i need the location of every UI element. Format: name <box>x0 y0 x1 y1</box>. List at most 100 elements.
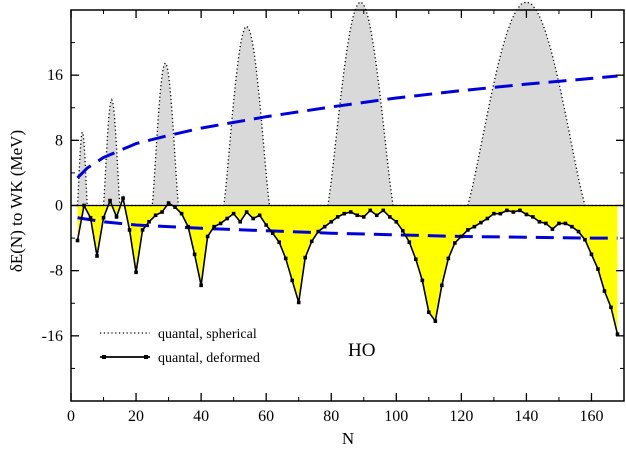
deformed-point <box>225 216 229 221</box>
deformed-point <box>492 211 496 216</box>
deformed-point <box>296 300 301 305</box>
deformed-point <box>537 219 542 224</box>
x-tick-label: 20 <box>128 408 144 425</box>
deformed-point <box>316 229 321 234</box>
deformed-point <box>615 332 620 336</box>
deformed-point <box>563 221 568 226</box>
deformed-point <box>602 289 607 293</box>
y-axis-label: δE(N) to WK (MeV) <box>7 130 26 272</box>
x-tick-label: 60 <box>258 408 274 425</box>
deformed-point <box>433 319 438 323</box>
legend-deformed-marker-1 <box>102 355 106 359</box>
deformed-point <box>264 223 268 227</box>
deformed-point <box>414 257 418 262</box>
deformed-point <box>466 228 470 232</box>
fills <box>77 1 618 335</box>
y-tick-label: 8 <box>55 132 63 149</box>
deformed-point <box>290 278 294 283</box>
deformed-point <box>459 234 464 239</box>
deformed-point <box>270 231 275 235</box>
curves <box>75 1 620 336</box>
deformed-point <box>238 219 242 224</box>
deformed-point <box>160 210 164 214</box>
deformed-point <box>173 205 177 209</box>
x-ticks: 0 20 40 60 80 100 120 140 160 <box>67 10 603 425</box>
deformed-point <box>303 255 308 260</box>
deformed-point <box>374 213 379 218</box>
x-tick-label: 160 <box>579 408 603 425</box>
deformed-point <box>121 196 125 200</box>
deformed-point <box>589 252 594 257</box>
y-ticks: -16 -8 0 8 16 <box>42 42 624 369</box>
deformed-point <box>166 201 171 205</box>
deformed-point <box>361 215 366 219</box>
y-tick-label: 16 <box>47 67 63 84</box>
x-tick-label: 40 <box>193 408 209 425</box>
annotation-ho: HO <box>348 340 375 361</box>
deformed-point <box>153 213 158 218</box>
x-tick-label: 0 <box>67 408 75 425</box>
deformed-point <box>335 215 340 219</box>
deformed-point <box>244 210 249 214</box>
lower-envelope-line <box>77 216 618 240</box>
deformed-point <box>498 211 503 216</box>
deformed-point <box>283 256 288 261</box>
deformed-point <box>88 215 93 220</box>
deformed-point <box>140 228 145 232</box>
deformed-point <box>609 305 613 310</box>
deformed-point <box>134 270 138 275</box>
deformed-point <box>108 198 112 203</box>
deformed-point <box>381 208 386 213</box>
deformed-point <box>218 221 223 226</box>
deformed-point <box>329 219 334 224</box>
x-tick-label: 120 <box>449 408 473 425</box>
deformed-point <box>387 215 392 219</box>
deformed-point <box>407 240 412 244</box>
deformed-point <box>257 213 262 218</box>
deformed-point <box>127 228 132 232</box>
y-tick-label: -16 <box>42 328 63 345</box>
legend-deformed-marker-2 <box>144 355 148 359</box>
deformed-point <box>75 238 80 243</box>
deformed-point <box>420 278 425 283</box>
deformed-point <box>231 211 236 216</box>
deformed-point <box>505 208 509 213</box>
deformed-point <box>348 210 353 214</box>
x-tick-label: 80 <box>323 408 339 425</box>
deformed-point <box>186 224 190 229</box>
deformed-fill <box>77 205 618 335</box>
legend-spherical-label: quantal, spherical <box>158 327 257 342</box>
deformed-point <box>101 215 106 220</box>
deformed-point <box>557 221 561 226</box>
deformed-point <box>368 208 373 213</box>
deformed-point <box>479 220 483 225</box>
deformed-point <box>427 310 431 315</box>
legend-deformed-label: quantal, deformed <box>158 351 260 366</box>
deformed-point <box>570 224 574 229</box>
deformed-point <box>524 212 529 217</box>
deformed-point <box>192 252 197 257</box>
deformed-point <box>472 224 477 229</box>
deformed-point <box>147 219 151 224</box>
deformed-point <box>277 240 281 244</box>
deformed-point <box>355 213 360 218</box>
x-tick-label: 140 <box>514 408 538 425</box>
deformed-point <box>544 221 548 226</box>
deformed-point <box>485 216 490 221</box>
deformed-point <box>394 219 399 224</box>
deformed-point <box>576 229 581 234</box>
deformed-point <box>550 227 555 231</box>
deformed-point <box>583 237 587 242</box>
deformed-point <box>342 211 347 216</box>
deformed-point <box>179 211 184 216</box>
deformed-point <box>531 215 535 219</box>
deformed-point <box>446 256 451 261</box>
deformed-point <box>596 267 600 271</box>
deformed-point <box>511 210 516 214</box>
deformed-point <box>518 208 522 213</box>
deformed-point <box>322 224 327 229</box>
deformed-point <box>199 283 203 288</box>
deformed-point <box>251 216 255 221</box>
deformed-point <box>453 241 457 245</box>
